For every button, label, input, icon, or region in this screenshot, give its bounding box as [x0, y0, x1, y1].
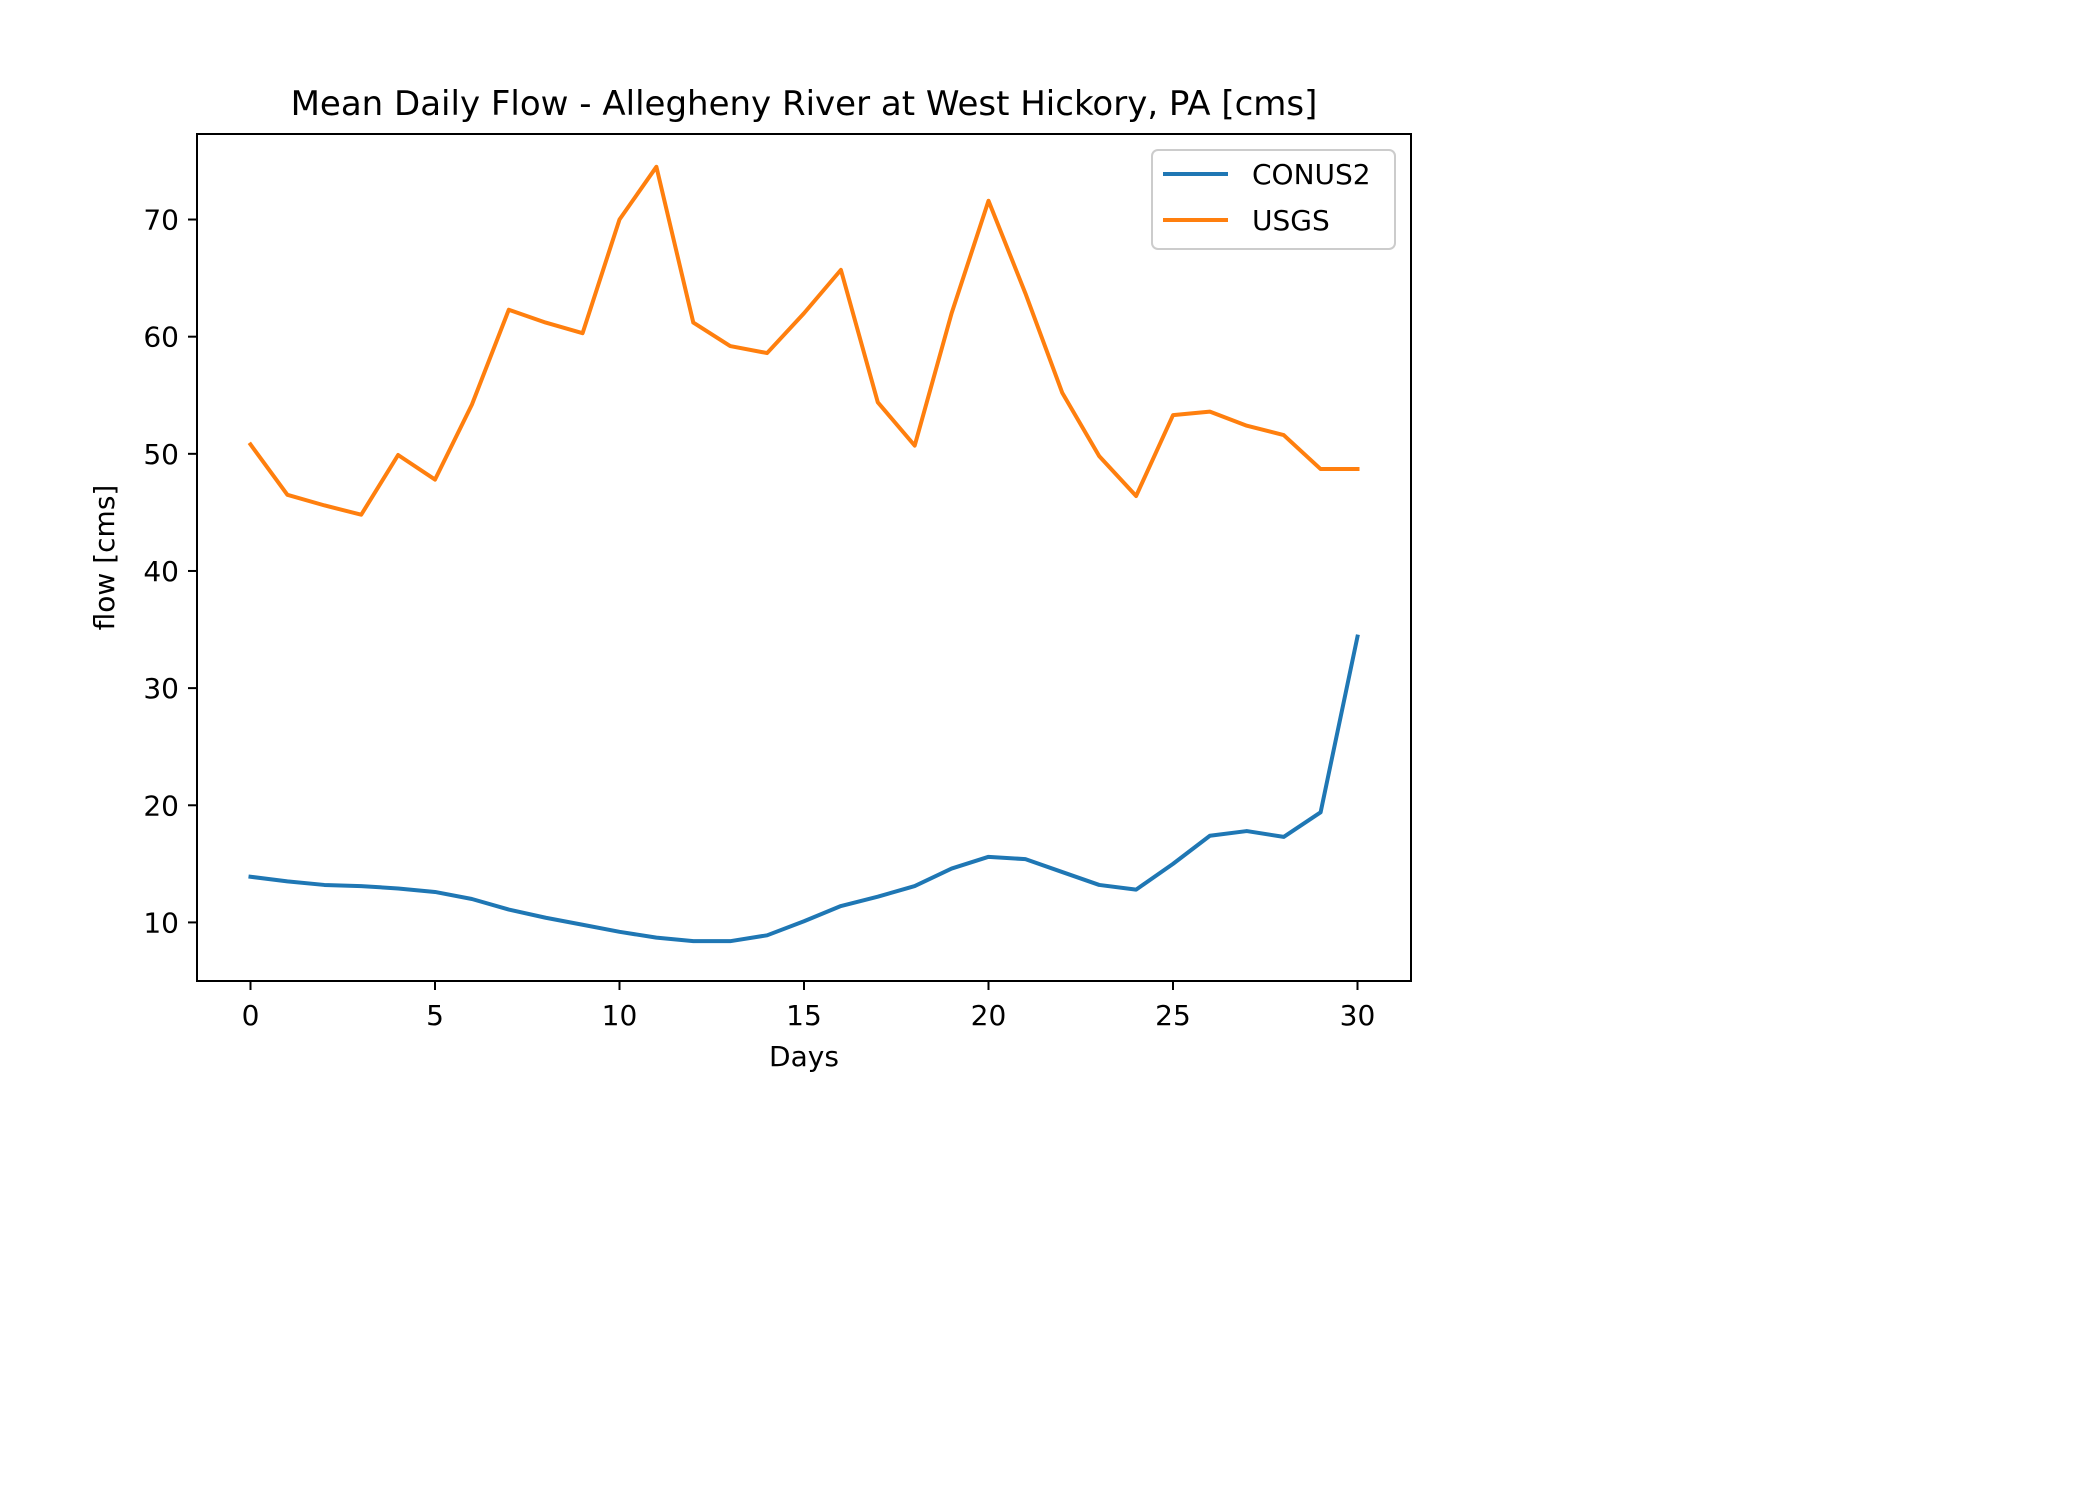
y-tick-label: 70: [143, 204, 179, 237]
y-tick-label: 50: [143, 438, 179, 471]
y-tick-label: 40: [143, 555, 179, 588]
x-tick-label: 25: [1155, 999, 1191, 1032]
chart-title: Mean Daily Flow - Allegheny River at Wes…: [291, 84, 1318, 124]
x-tick-label: 5: [426, 999, 444, 1032]
x-tick-label: 15: [786, 999, 822, 1032]
series-line-usgs: [247, 164, 1360, 517]
x-axis-label: Days: [769, 1040, 839, 1073]
series-layer: [247, 164, 1360, 944]
x-tick-label: 30: [1340, 999, 1376, 1032]
x-axis: 0 5 10 15 20 25 30: [242, 981, 1376, 1032]
flow-chart: Mean Daily Flow - Allegheny River at Wes…: [88, 84, 1412, 1073]
y-tick-label: 20: [143, 789, 179, 822]
x-tick-label: 0: [242, 999, 260, 1032]
y-tick-label: 60: [143, 321, 179, 354]
y-axis: 10 20 30 40 50 60 70: [143, 204, 197, 939]
legend-label-usgs: USGS: [1252, 204, 1330, 237]
y-tick-label: 30: [143, 672, 179, 705]
legend: CONUS2 USGS: [1151, 149, 1396, 250]
x-tick-label: 10: [602, 999, 638, 1032]
y-axis-label: flow [cms]: [88, 485, 121, 631]
series-line-conus2: [248, 634, 1360, 944]
legend-label-conus2: CONUS2: [1252, 158, 1371, 191]
y-tick-label: 10: [143, 906, 179, 939]
x-tick-label: 20: [971, 999, 1007, 1032]
